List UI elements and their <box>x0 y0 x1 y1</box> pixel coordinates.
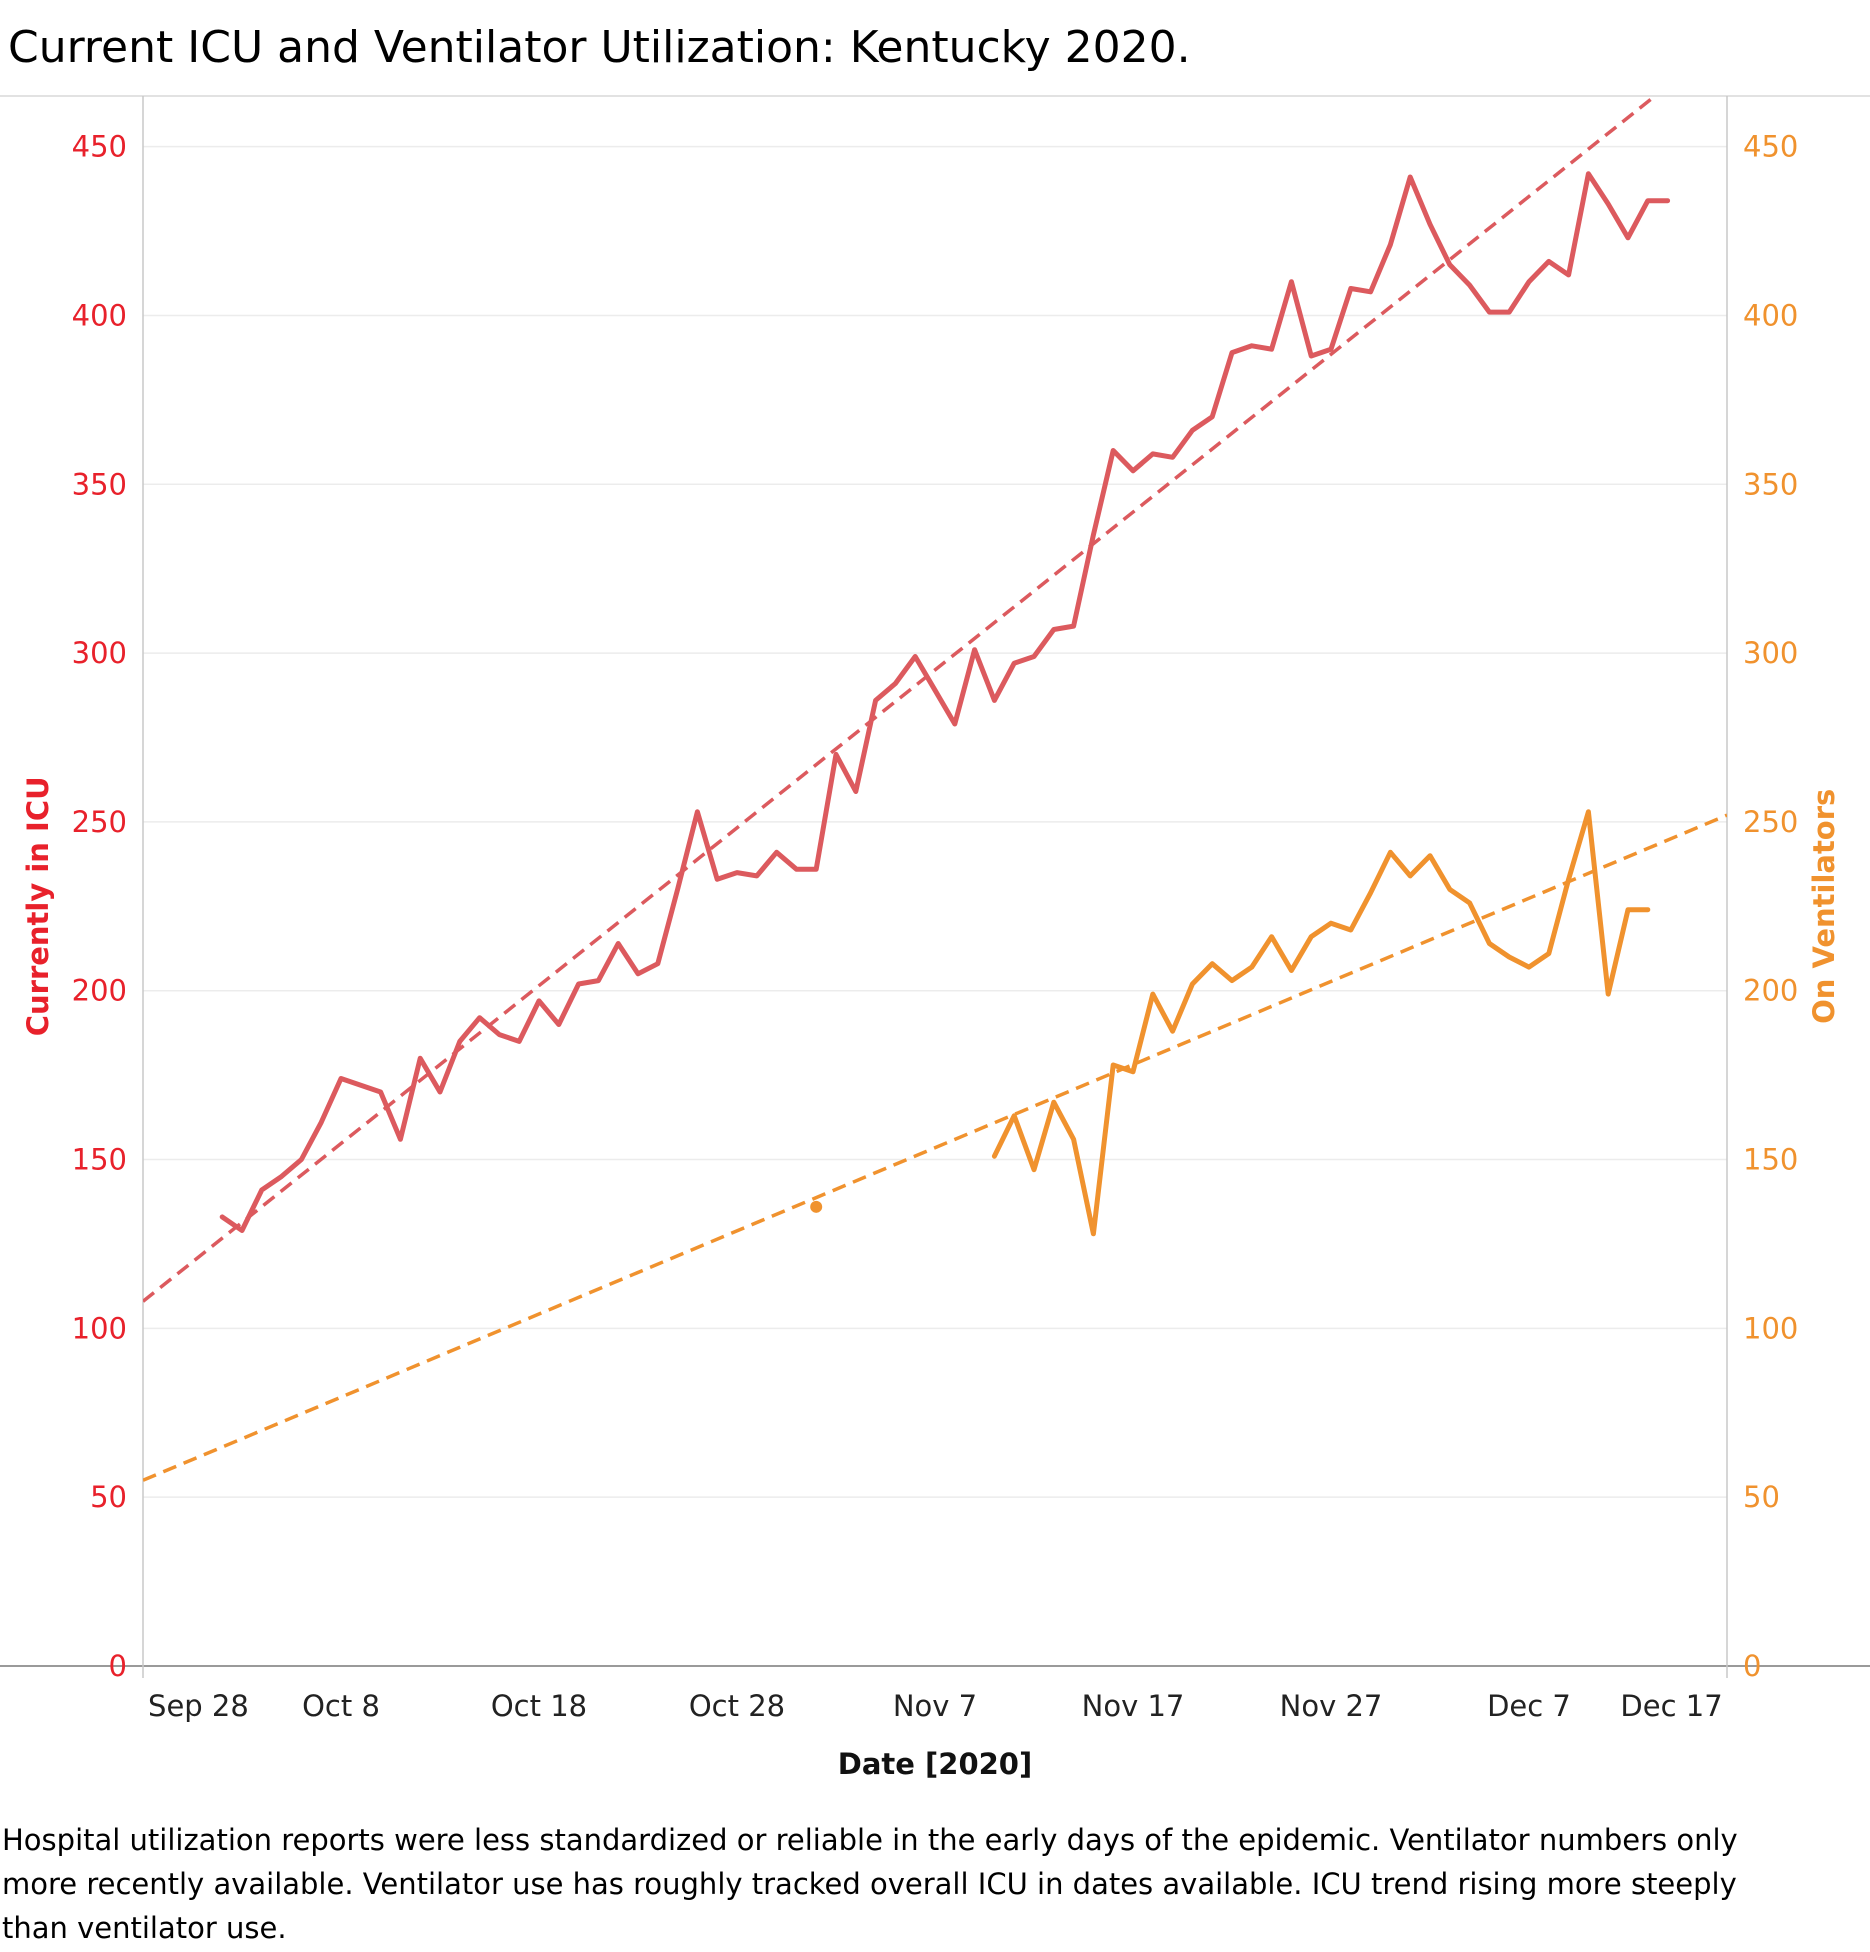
x-tick-label: Nov 27 <box>1280 1689 1383 1723</box>
x-tick-label: Oct 28 <box>689 1689 785 1723</box>
left-tick-label: 250 <box>72 805 127 839</box>
ventilator-isolated-point <box>810 1200 823 1213</box>
x-axis-title: Date [2020] <box>838 1747 1033 1781</box>
right-axis-ticks: 0 50 100 150 200 250 300 350 400 450 <box>1743 130 1798 1683</box>
left-tick-label: 200 <box>72 974 127 1008</box>
x-tick-label: Sep 28 <box>148 1689 249 1723</box>
ventilator-series-line <box>991 809 1651 1237</box>
left-tick-label: 300 <box>72 636 127 670</box>
right-tick-label: 100 <box>1743 1311 1798 1345</box>
x-tick-label: Dec 17 <box>1620 1689 1722 1723</box>
left-axis-title: Currently in ICU <box>21 776 55 1036</box>
icu-series-line <box>219 171 1671 1233</box>
right-tick-label: 450 <box>1743 130 1798 164</box>
left-axis-ticks: 0 50 100 150 200 250 300 350 400 450 <box>72 130 127 1683</box>
footnote: Hospital utilization reports were less s… <box>2 1823 1738 1945</box>
chart-svg: 0 50 100 150 200 250 300 350 400 450 0 50 100 150 200… <box>0 95 1870 1781</box>
x-tick-label: Dec 7 <box>1487 1689 1571 1723</box>
left-tick-label: 0 <box>109 1649 127 1683</box>
x-axis-ticks: Sep 28 Oct 8 Oct 18 Oct 28 Nov 7 Nov 17 Nov 27… <box>148 1689 1723 1723</box>
x-tick-label: Nov 17 <box>1082 1689 1185 1723</box>
right-tick-label: 300 <box>1743 636 1798 670</box>
right-axis-title: On Ventilators <box>1807 789 1841 1024</box>
trend-lines <box>143 96 1727 1482</box>
right-tick-label: 400 <box>1743 298 1798 332</box>
right-tick-label: 150 <box>1743 1143 1798 1177</box>
x-tick-label: Oct 18 <box>491 1689 587 1723</box>
left-tick-label: 350 <box>72 467 127 501</box>
right-tick-label: 200 <box>1743 974 1798 1008</box>
right-tick-label: 250 <box>1743 805 1798 839</box>
gridlines <box>143 145 1727 1498</box>
left-tick-label: 150 <box>72 1143 127 1177</box>
trend-line <box>143 813 1727 1482</box>
chart-title: Current ICU and Ventilator Utilization: … <box>8 22 1191 73</box>
x-tick-label: Nov 7 <box>893 1689 977 1723</box>
left-tick-label: 100 <box>72 1311 127 1345</box>
right-tick-label: 50 <box>1743 1480 1780 1514</box>
left-tick-label: 450 <box>72 130 127 164</box>
right-tick-label: 350 <box>1743 467 1798 501</box>
right-tick-label: 0 <box>1743 1649 1761 1683</box>
trend-line <box>143 96 1658 1303</box>
left-tick-label: 400 <box>72 298 127 332</box>
plot-frame <box>0 95 1870 1678</box>
left-tick-label: 50 <box>90 1480 127 1514</box>
series-lines <box>219 171 1671 1237</box>
x-tick-label: Oct 8 <box>302 1689 380 1723</box>
